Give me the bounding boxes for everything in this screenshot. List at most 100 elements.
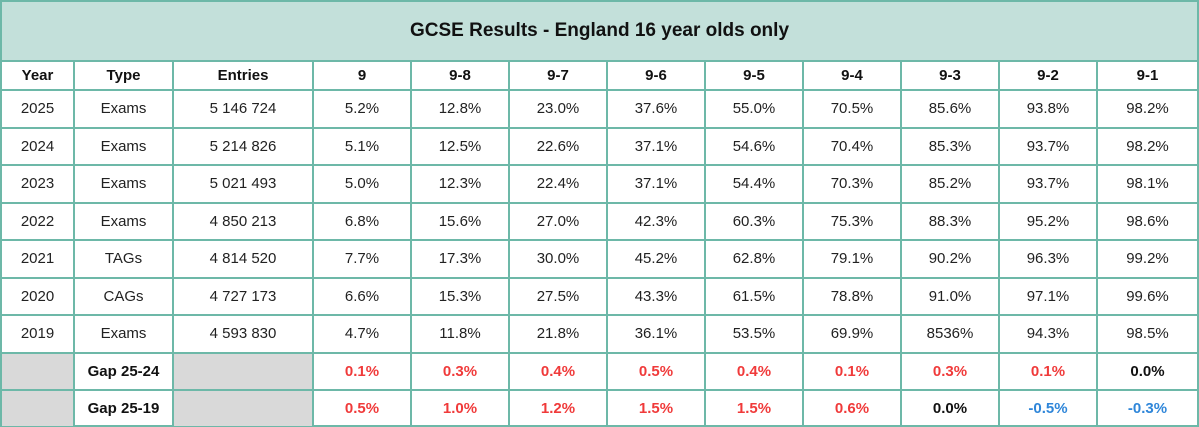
- table-cell: 6.8%: [312, 201, 412, 241]
- table-cell: 5.2%: [312, 89, 412, 129]
- table-cell: 42.3%: [606, 201, 706, 241]
- table-row: 2024 Exams 5 214 826 5.1% 12.5% 22.6% 37.1% 54.…: [2, 126, 1197, 166]
- table-cell: 23.0%: [508, 89, 608, 129]
- table-cell: 70.4%: [802, 126, 902, 166]
- gap-value-cell: 0.6%: [802, 388, 902, 426]
- table-cell: 27.0%: [508, 201, 608, 241]
- header-grade-9-6: 9-6: [606, 62, 706, 91]
- table-cell: 22.4%: [508, 164, 608, 204]
- table-cell: 60.3%: [704, 201, 804, 241]
- results-table: Year Type Entries 9 9-8 9-7 9-6 9-5 9-4 …: [2, 62, 1197, 426]
- table-cell: 93.8%: [998, 89, 1098, 129]
- table-cell: 2024: [2, 126, 75, 166]
- table-cell: 96.3%: [998, 239, 1098, 279]
- table-cell: 69.9%: [802, 314, 902, 354]
- table-cell: 88.3%: [900, 201, 1000, 241]
- gap-value-cell: 0.4%: [508, 351, 608, 391]
- table-cell: 54.4%: [704, 164, 804, 204]
- table-cell: Exams: [73, 89, 174, 129]
- gap-value-cell: 1.5%: [606, 388, 706, 426]
- table-cell: 99.6%: [1096, 276, 1197, 316]
- table-cell: Exams: [73, 164, 174, 204]
- table-cell: 93.7%: [998, 126, 1098, 166]
- table-cell: Exams: [73, 126, 174, 166]
- table-cell: 2020: [2, 276, 75, 316]
- table-cell: 5.0%: [312, 164, 412, 204]
- empty-cell: [2, 388, 75, 426]
- table-cell: 99.2%: [1096, 239, 1197, 279]
- gap-value-cell: 0.1%: [802, 351, 902, 391]
- table-cell: TAGs: [73, 239, 174, 279]
- table-cell: 37.1%: [606, 164, 706, 204]
- table-cell: 90.2%: [900, 239, 1000, 279]
- header-grade-9-7: 9-7: [508, 62, 608, 91]
- gap-value-cell: 0.5%: [312, 388, 412, 426]
- table-cell: 98.6%: [1096, 201, 1197, 241]
- table-cell: 85.2%: [900, 164, 1000, 204]
- table-cell: 12.3%: [410, 164, 510, 204]
- empty-cell: [2, 351, 75, 391]
- header-grade-9-3: 9-3: [900, 62, 1000, 91]
- table-cell: 4 850 213: [172, 201, 314, 241]
- table-cell: 55.0%: [704, 89, 804, 129]
- table-row: 2022 Exams 4 850 213 6.8% 15.6% 27.0% 42.3% 60.…: [2, 201, 1197, 241]
- header-year: Year: [2, 62, 75, 91]
- table-cell: 78.8%: [802, 276, 902, 316]
- header-entries: Entries: [172, 62, 314, 91]
- header-grade-9-2: 9-2: [998, 62, 1098, 91]
- gap-row: Gap 25-24 0.1% 0.3% 0.4% 0.5% 0.4% 0.1% 0.3% 0.1…: [2, 351, 1197, 391]
- table-cell: 62.8%: [704, 239, 804, 279]
- table-title: GCSE Results - England 16 year olds only: [2, 2, 1197, 62]
- table-cell: 7.7%: [312, 239, 412, 279]
- gap-value-cell: 0.3%: [900, 351, 1000, 391]
- table-cell: 93.7%: [998, 164, 1098, 204]
- table-cell: 27.5%: [508, 276, 608, 316]
- table-cell: 21.8%: [508, 314, 608, 354]
- table-cell: 30.0%: [508, 239, 608, 279]
- table-cell: 4 727 173: [172, 276, 314, 316]
- table-cell: 2022: [2, 201, 75, 241]
- gap-label: Gap 25-24: [73, 351, 174, 391]
- table-cell: 85.3%: [900, 126, 1000, 166]
- table-row: 2021 TAGs 4 814 520 7.7% 17.3% 30.0% 45.2% 62.8…: [2, 239, 1197, 279]
- table-cell: 12.5%: [410, 126, 510, 166]
- table-row: 2025 Exams 5 146 724 5.2% 12.8% 23.0% 37.6% 55.…: [2, 89, 1197, 129]
- table-cell: 37.1%: [606, 126, 706, 166]
- table-cell: 5 214 826: [172, 126, 314, 166]
- table-cell: 70.5%: [802, 89, 902, 129]
- header-grade-9-1: 9-1: [1096, 62, 1197, 91]
- gap-label: Gap 25-19: [73, 388, 174, 426]
- gap-value-cell: 1.5%: [704, 388, 804, 426]
- gap-value-cell: 0.1%: [998, 351, 1098, 391]
- gap-value-cell: 1.2%: [508, 388, 608, 426]
- table-cell: 5 146 724: [172, 89, 314, 129]
- gap-value-cell: 0.0%: [1096, 351, 1197, 391]
- gap-value-cell: -0.5%: [998, 388, 1098, 426]
- table-cell: 8536%: [900, 314, 1000, 354]
- table-cell: 54.6%: [704, 126, 804, 166]
- table-cell: 5 021 493: [172, 164, 314, 204]
- table-row: 2020 CAGs 4 727 173 6.6% 15.3% 27.5% 43.3% 61.5…: [2, 276, 1197, 316]
- table-cell: 17.3%: [410, 239, 510, 279]
- table-cell: 37.6%: [606, 89, 706, 129]
- table-cell: 45.2%: [606, 239, 706, 279]
- table-cell: 53.5%: [704, 314, 804, 354]
- gap-value-cell: 0.1%: [312, 351, 412, 391]
- gap-value-cell: -0.3%: [1096, 388, 1197, 426]
- table-row: 2019 Exams 4 593 830 4.7% 11.8% 21.8% 36.1% 53.…: [2, 314, 1197, 354]
- table-cell: 4 814 520: [172, 239, 314, 279]
- table-cell: 98.1%: [1096, 164, 1197, 204]
- table-body: 2025 Exams 5 146 724 5.2% 12.8% 23.0% 37.6% 55.…: [2, 89, 1197, 426]
- table-cell: Exams: [73, 201, 174, 241]
- table-cell: 97.1%: [998, 276, 1098, 316]
- table-cell: 85.6%: [900, 89, 1000, 129]
- table-cell: 91.0%: [900, 276, 1000, 316]
- gap-value-cell: 1.0%: [410, 388, 510, 426]
- empty-cell: [172, 388, 314, 426]
- table-cell: 95.2%: [998, 201, 1098, 241]
- table-cell: CAGs: [73, 276, 174, 316]
- table-cell: 5.1%: [312, 126, 412, 166]
- table-cell: 70.3%: [802, 164, 902, 204]
- header-type: Type: [73, 62, 174, 91]
